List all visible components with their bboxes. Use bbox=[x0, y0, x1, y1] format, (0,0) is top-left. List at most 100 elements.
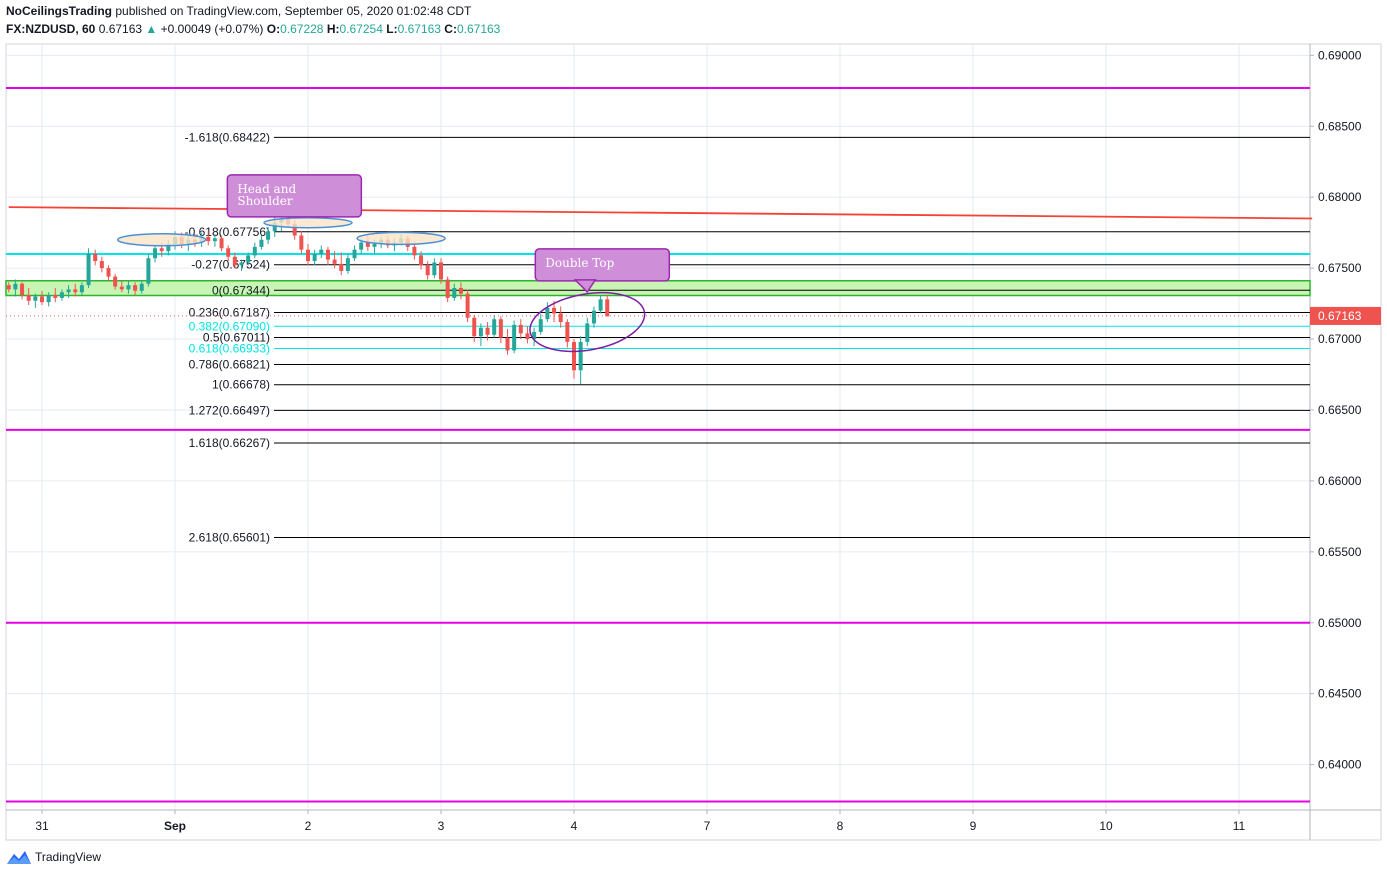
candle-body[interactable] bbox=[525, 333, 530, 340]
candle-body[interactable] bbox=[325, 249, 330, 260]
candle-body[interactable] bbox=[512, 324, 517, 351]
trend-line[interactable] bbox=[8, 206, 1313, 220]
candle-body[interactable] bbox=[478, 327, 483, 337]
candle-body[interactable] bbox=[252, 246, 257, 256]
candle-body[interactable] bbox=[146, 258, 151, 284]
candle-body[interactable] bbox=[465, 293, 470, 318]
close-value: 0.67163 bbox=[456, 22, 501, 36]
candle-body[interactable] bbox=[605, 299, 610, 317]
candle-body[interactable] bbox=[159, 248, 164, 252]
candle-body[interactable] bbox=[572, 341, 576, 371]
candle-body[interactable] bbox=[319, 249, 324, 254]
candle-body[interactable] bbox=[33, 296, 38, 301]
candle-body[interactable] bbox=[86, 253, 91, 286]
candle-body[interactable] bbox=[126, 285, 131, 290]
author-name[interactable]: NoCeilingsTrading bbox=[6, 4, 113, 18]
candle-body[interactable] bbox=[439, 262, 443, 280]
candle-body[interactable] bbox=[59, 292, 64, 298]
candle-body[interactable] bbox=[492, 319, 497, 335]
candle-body[interactable] bbox=[498, 319, 503, 338]
candle-body[interactable] bbox=[452, 287, 457, 298]
candle-body[interactable] bbox=[552, 307, 557, 314]
candle-body[interactable] bbox=[133, 285, 138, 291]
candle-body[interactable] bbox=[292, 224, 297, 236]
candle-body[interactable] bbox=[585, 323, 590, 342]
candle-body[interactable] bbox=[246, 255, 251, 263]
price-axis-label: 0.64000 bbox=[1318, 758, 1362, 772]
candle-body[interactable] bbox=[352, 249, 357, 259]
candle-body[interactable] bbox=[419, 255, 424, 266]
candle-body[interactable] bbox=[458, 287, 463, 294]
candle-body[interactable] bbox=[93, 253, 98, 262]
candle-body[interactable] bbox=[113, 276, 118, 287]
candle-body[interactable] bbox=[591, 310, 596, 324]
candle-body[interactable] bbox=[212, 238, 217, 242]
fib-level-label: 0.382(0.67090) bbox=[189, 319, 270, 333]
candle-body[interactable] bbox=[306, 249, 310, 262]
candle-body[interactable] bbox=[239, 262, 244, 266]
last-price: 0.67163 bbox=[98, 22, 143, 36]
candle-body[interactable] bbox=[232, 256, 237, 266]
callout-box[interactable] bbox=[226, 174, 363, 218]
candle-body[interactable] bbox=[166, 244, 171, 252]
candle-body[interactable] bbox=[578, 341, 583, 371]
candle-body[interactable] bbox=[226, 248, 231, 257]
candle-body[interactable] bbox=[365, 242, 370, 247]
support-zone[interactable] bbox=[5, 280, 1311, 297]
candle-body[interactable] bbox=[299, 235, 304, 250]
fib-level-label: 1.618(0.66267) bbox=[189, 436, 270, 450]
candle-body[interactable] bbox=[518, 324, 523, 334]
candle-body[interactable] bbox=[106, 268, 111, 277]
symbol-name[interactable]: FX:NZDUSD, 60 bbox=[6, 22, 96, 36]
candle-body[interactable] bbox=[259, 239, 264, 247]
candle-body[interactable] bbox=[266, 231, 271, 240]
candle-body[interactable] bbox=[538, 319, 543, 332]
candle-body[interactable] bbox=[472, 317, 477, 337]
candle-body[interactable] bbox=[219, 238, 224, 249]
candle-body[interactable] bbox=[79, 285, 84, 293]
candle-body[interactable] bbox=[505, 337, 510, 351]
candle-body[interactable] bbox=[565, 322, 570, 342]
footer-brand[interactable]: TradingView bbox=[6, 849, 101, 865]
candle-body[interactable] bbox=[153, 248, 158, 259]
candle-body[interactable] bbox=[46, 295, 51, 303]
candle-body[interactable] bbox=[485, 327, 490, 335]
fib-level-label: -0.27(0.67524) bbox=[191, 258, 270, 272]
candle-body[interactable] bbox=[272, 222, 277, 232]
candle-body[interactable] bbox=[345, 258, 350, 271]
candle-body[interactable] bbox=[40, 296, 44, 303]
candle-body[interactable] bbox=[532, 331, 537, 340]
callout-box[interactable] bbox=[534, 248, 671, 282]
candle-body[interactable] bbox=[432, 262, 437, 276]
candle-body[interactable] bbox=[13, 283, 18, 290]
candle-body[interactable] bbox=[66, 289, 71, 293]
candle-body[interactable] bbox=[119, 286, 124, 290]
pattern-ellipse[interactable] bbox=[263, 216, 353, 229]
candle-body[interactable] bbox=[20, 283, 25, 296]
candle-body[interactable] bbox=[206, 236, 211, 242]
candle-body[interactable] bbox=[139, 283, 144, 291]
candle-body[interactable] bbox=[558, 313, 563, 323]
candle-body[interactable] bbox=[445, 279, 450, 298]
candle-body[interactable] bbox=[545, 307, 550, 320]
candle-body[interactable] bbox=[412, 246, 417, 256]
pattern-ellipse[interactable] bbox=[525, 284, 649, 359]
candle-body[interactable] bbox=[26, 295, 31, 301]
candle-body[interactable] bbox=[312, 253, 317, 262]
pattern-ellipse[interactable] bbox=[356, 231, 446, 246]
candle-body[interactable] bbox=[73, 289, 78, 293]
candle-body[interactable] bbox=[359, 242, 364, 250]
candle-body[interactable] bbox=[332, 259, 337, 264]
time-axis-label: Sep bbox=[164, 819, 186, 833]
pattern-ellipse[interactable] bbox=[116, 233, 207, 247]
candle-body[interactable] bbox=[6, 285, 11, 290]
candle-body[interactable] bbox=[99, 261, 104, 269]
candle-body[interactable] bbox=[372, 244, 377, 247]
candle-body[interactable] bbox=[598, 299, 603, 311]
candle-body[interactable] bbox=[425, 265, 430, 276]
callout-text: Head and bbox=[237, 182, 296, 196]
candle-body[interactable] bbox=[53, 295, 58, 298]
price-axis-label: 0.67000 bbox=[1318, 332, 1362, 346]
candle-body[interactable] bbox=[339, 263, 344, 271]
